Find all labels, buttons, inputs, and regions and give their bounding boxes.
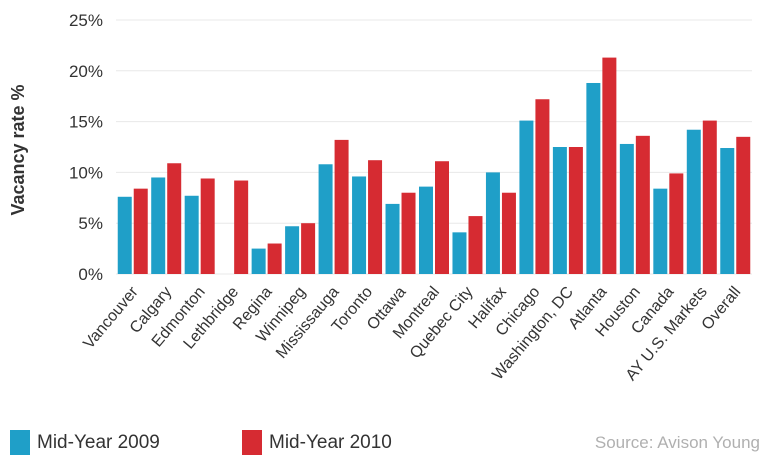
- bar-2009: [117, 196, 132, 274]
- bar-2009: [251, 248, 266, 274]
- bar-2010: [368, 160, 383, 274]
- y-tick-label: 25%: [69, 11, 103, 30]
- y-tick-label: 10%: [69, 163, 103, 182]
- bar-2010: [200, 178, 215, 274]
- bar-2009: [619, 143, 634, 274]
- bar-2009: [686, 129, 701, 274]
- bar-2009: [318, 164, 333, 274]
- bar-2009: [285, 226, 300, 274]
- bar-2010: [702, 120, 717, 274]
- bar-2009: [385, 203, 400, 274]
- bar-chart: 0% 5% 10% 15% 20% 25% Vacancy rate % Vancouve…: [8, 11, 752, 384]
- bar-2010: [535, 99, 550, 274]
- y-tick-label: 15%: [69, 113, 103, 132]
- bar-2010: [267, 243, 282, 274]
- bar-2010: [568, 147, 583, 274]
- bar-2010: [301, 223, 316, 274]
- legend-swatch-2010: [242, 430, 262, 455]
- bar-2009: [586, 82, 601, 274]
- bar-2009: [653, 188, 668, 274]
- legend-swatch-2009: [10, 430, 30, 455]
- bar-2009: [519, 120, 534, 274]
- bar-2010: [669, 173, 684, 274]
- bar-2009: [552, 147, 567, 274]
- legend-item-2009: Mid-Year 2009: [10, 430, 160, 455]
- bar-2010: [635, 135, 650, 274]
- y-tick-label: 5%: [78, 214, 103, 233]
- bar-2010: [602, 57, 617, 275]
- legend: Mid-Year 2009 Mid-Year 2010 Source: Avis…: [10, 430, 760, 458]
- bar-2009: [151, 177, 166, 274]
- bar-2010: [468, 216, 483, 274]
- bar-2009: [419, 186, 433, 274]
- bar-2009: [352, 176, 367, 274]
- source-note: Source: Avison Young: [594, 433, 760, 452]
- bar-2010: [167, 163, 182, 274]
- bar-2009: [452, 232, 467, 274]
- bar-2010: [435, 161, 449, 274]
- legend-label-2009: Mid-Year 2009: [37, 431, 160, 453]
- legend-label-2010: Mid-Year 2010: [269, 431, 392, 453]
- x-axis-categories: VancouverCalgaryEdmontonLethbridgeRegina…: [80, 283, 744, 384]
- bar-2010: [401, 192, 416, 274]
- bar-2010: [736, 136, 751, 274]
- bar-2009: [720, 148, 735, 274]
- bar-2009: [485, 172, 500, 274]
- y-tick-label: 0%: [78, 265, 103, 284]
- bar-2010: [334, 139, 349, 274]
- y-tick-label: 20%: [69, 62, 103, 81]
- bar-2010: [133, 188, 148, 274]
- y-axis-label: Vacancy rate %: [8, 84, 28, 215]
- bar-2010: [501, 192, 516, 274]
- legend-item-2010: Mid-Year 2010: [242, 430, 392, 455]
- bar-2009: [184, 195, 199, 274]
- bars: [117, 57, 751, 275]
- bar-2010: [234, 180, 249, 274]
- y-axis-ticks: 0% 5% 10% 15% 20% 25%: [69, 11, 103, 284]
